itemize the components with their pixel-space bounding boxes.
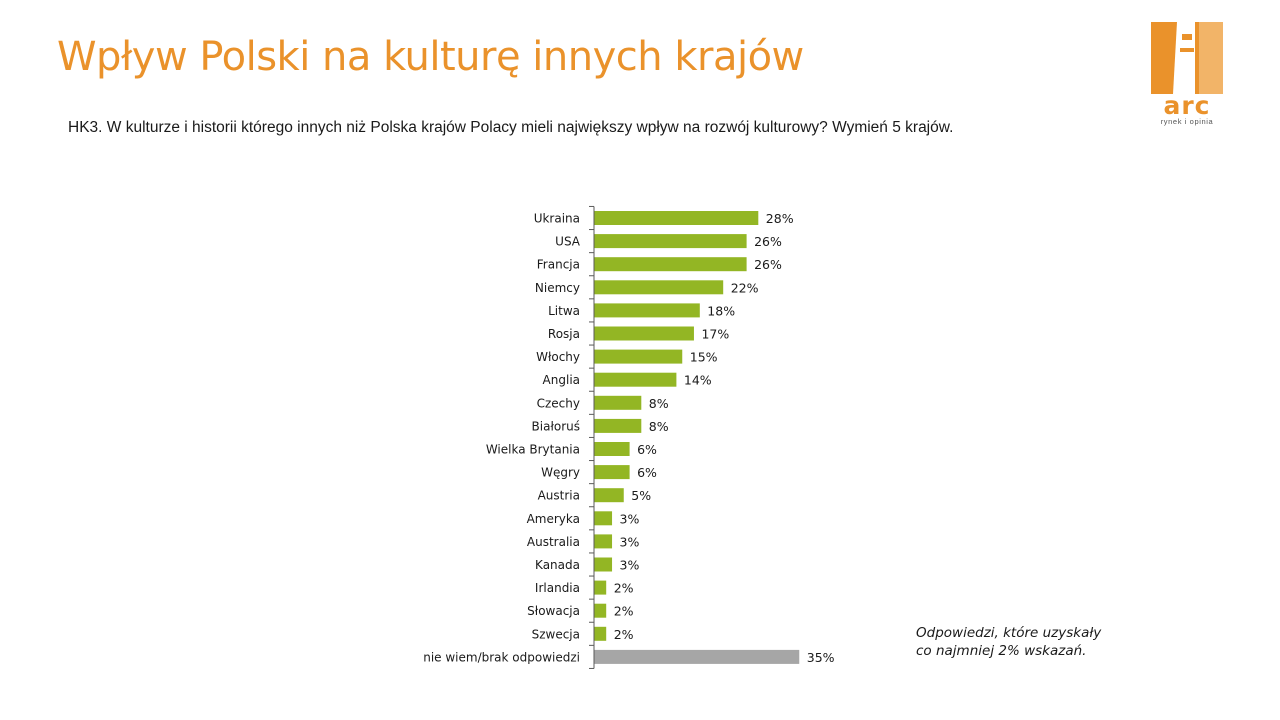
value-label: 6% [637, 442, 657, 457]
category-label: Australia [527, 535, 580, 549]
bar [594, 303, 700, 318]
value-label: 26% [754, 234, 782, 249]
category-label: Włochy [536, 350, 580, 364]
value-label: 22% [731, 280, 759, 295]
bar [594, 534, 613, 549]
category-label: Węgry [541, 466, 580, 480]
category-label: USA [555, 235, 581, 249]
bar [594, 418, 642, 433]
value-label: 3% [620, 534, 640, 549]
bar [594, 280, 724, 295]
chart-category-labels: Ukraina USA Francja Niemcy Litwa Rosja Włochy A… [423, 212, 581, 665]
chart-bars [594, 211, 800, 664]
category-label: Słowacja [527, 604, 580, 618]
value-label: 35% [807, 650, 835, 665]
category-label: Kanada [535, 558, 580, 572]
value-label: 3% [620, 511, 640, 526]
bar [594, 557, 613, 572]
bar [594, 372, 677, 387]
category-label: Wielka Brytania [486, 443, 580, 457]
category-label: Litwa [548, 304, 580, 318]
category-label: Czechy [537, 396, 580, 410]
value-label: 2% [614, 604, 634, 619]
bar [594, 511, 613, 526]
footnote-line-2: co najmniej 2% wskazań. [916, 643, 1087, 659]
category-label: Francja [537, 258, 580, 272]
value-label: 14% [684, 373, 712, 388]
bar [594, 234, 747, 249]
value-label: 15% [690, 350, 718, 365]
value-label: 17% [701, 327, 729, 342]
value-label: 5% [631, 488, 651, 503]
category-label: Niemcy [535, 281, 580, 295]
value-label: 2% [614, 627, 634, 642]
logo-text: arc [1163, 91, 1211, 120]
logo-subtext: rynek i opinia [1160, 117, 1214, 126]
footnote: Odpowiedzi, które uzyskały co najmniej 2… [916, 624, 1101, 660]
bar [594, 349, 683, 364]
bar [594, 649, 800, 664]
value-label: 26% [754, 257, 782, 272]
footnote-line-1: Odpowiedzi, które uzyskały [916, 625, 1102, 641]
bar [594, 465, 630, 480]
bar [594, 395, 642, 410]
bar [594, 488, 624, 503]
value-label: 8% [649, 396, 669, 411]
bar [594, 211, 759, 225]
bar [594, 580, 607, 595]
value-label: 8% [649, 419, 669, 434]
bar [594, 442, 630, 456]
bar [594, 326, 694, 341]
bar [594, 626, 607, 641]
bar [594, 603, 607, 618]
value-label: 18% [707, 303, 735, 318]
category-label: Irlandia [535, 581, 580, 595]
arc-logo-icon [1151, 22, 1223, 94]
chart-value-labels: 28% 26% 26% 22% 18% 17% 15% 14% 8% 8% 6% 6% 5% 3% 3% 3%… [614, 211, 835, 665]
survey-question: HK3. W kulturze i historii którego innyc… [68, 119, 954, 136]
value-label: 6% [637, 465, 657, 480]
category-label: Austria [538, 489, 580, 503]
slide-title: Wpływ Polski na kulturę innych krajów [57, 34, 804, 80]
category-label: Ukraina [534, 212, 580, 226]
category-label: nie wiem/brak odpowiedzi [423, 650, 580, 664]
category-label: Białoruś [532, 419, 580, 433]
category-label: Szwecja [532, 627, 580, 641]
value-label: 2% [614, 581, 634, 596]
category-label: Anglia [543, 373, 580, 387]
value-label: 28% [766, 211, 794, 226]
bar [594, 257, 747, 272]
chart-axis [589, 205, 595, 669]
value-label: 3% [620, 558, 640, 573]
category-label: Ameryka [527, 512, 580, 526]
category-label: Rosja [548, 327, 580, 341]
